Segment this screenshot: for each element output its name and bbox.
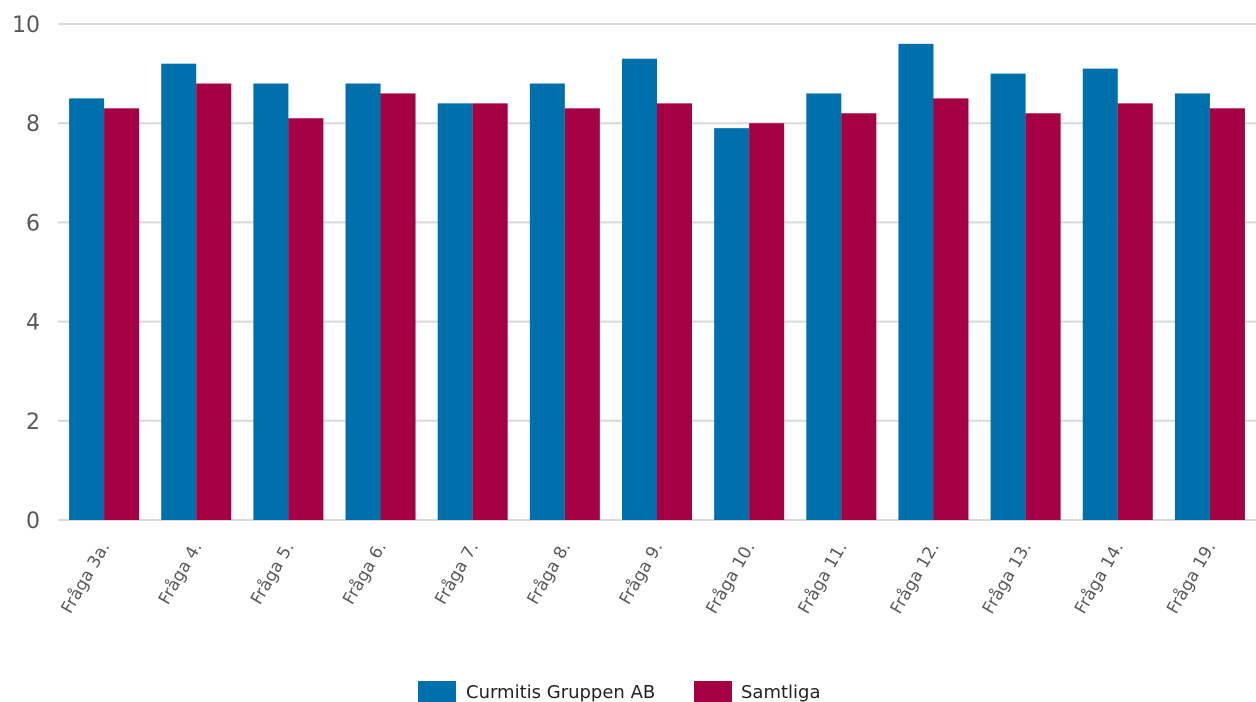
legend-swatch (694, 681, 732, 702)
y-tick-label: 2 (26, 410, 40, 435)
x-tick-label: Fråga 10. (701, 538, 759, 617)
legend: Curmitis Gruppen AB Samtliga (418, 681, 821, 702)
bar-company-1 (161, 63, 197, 521)
legend-swatch (418, 681, 456, 702)
y-tick-label: 4 (26, 311, 40, 336)
bar-company-0 (69, 98, 105, 521)
bar-all-7 (749, 123, 785, 520)
x-tick-label: Fråga 13. (978, 538, 1036, 617)
y-axis-tick-labels: 0 2 4 6 8 10 (12, 13, 40, 534)
y-tick-label: 6 (26, 211, 40, 236)
y-tick-label: 10 (12, 13, 40, 38)
x-tick-label: Fråga 3a. (57, 538, 115, 617)
y-tick-label: 0 (26, 509, 40, 534)
y-tick-label: 8 (26, 112, 40, 137)
bar-company-7 (714, 128, 750, 520)
bar-all-11 (1117, 103, 1153, 521)
bar-all-0 (104, 108, 140, 520)
x-tick-label: Fråga 7. (430, 538, 483, 608)
bar-all-9 (933, 98, 969, 521)
bar-company-8 (806, 93, 842, 520)
bar-company-11 (1082, 68, 1118, 520)
legend-label: Samtliga (741, 682, 821, 702)
x-tick-label: Fråga 14. (1070, 538, 1128, 617)
x-tick-label: Fråga 5. (246, 538, 299, 608)
x-tick-label: Fråga 4. (154, 538, 207, 608)
bar-all-5 (564, 108, 600, 520)
bar-all-12 (1209, 108, 1245, 520)
bar-company-10 (990, 73, 1026, 520)
bar-all-6 (657, 103, 692, 521)
bar-company-6 (622, 58, 657, 520)
bar-company-5 (529, 83, 565, 521)
x-tick-label: Fråga 6. (338, 538, 391, 608)
bar-all-1 (196, 83, 232, 521)
legend-label: Curmitis Gruppen AB (466, 682, 655, 702)
bar-all-10 (1025, 113, 1061, 520)
bar-company-4 (437, 103, 473, 521)
bar-company-2 (253, 83, 289, 521)
bar-all-4 (472, 103, 508, 521)
x-tick-label: Fråga 9. (615, 538, 668, 608)
bar-all-8 (841, 113, 877, 520)
bar-all-2 (288, 118, 324, 521)
bars (69, 43, 1245, 521)
bar-all-3 (380, 93, 416, 520)
x-tick-label: Fråga 8. (523, 538, 576, 608)
x-tick-label: Fråga 19. (1162, 538, 1220, 617)
x-tick-label: Fråga 12. (886, 538, 944, 617)
x-tick-label: Fråga 11. (794, 538, 852, 617)
x-axis-tick-labels: Fråga 3a. Fråga 4. Fråga 5. Fråga 6. Fråga 7… (57, 538, 1221, 617)
bar-company-3 (345, 83, 381, 521)
bar-company-9 (898, 43, 934, 521)
bar-company-12 (1174, 93, 1210, 520)
